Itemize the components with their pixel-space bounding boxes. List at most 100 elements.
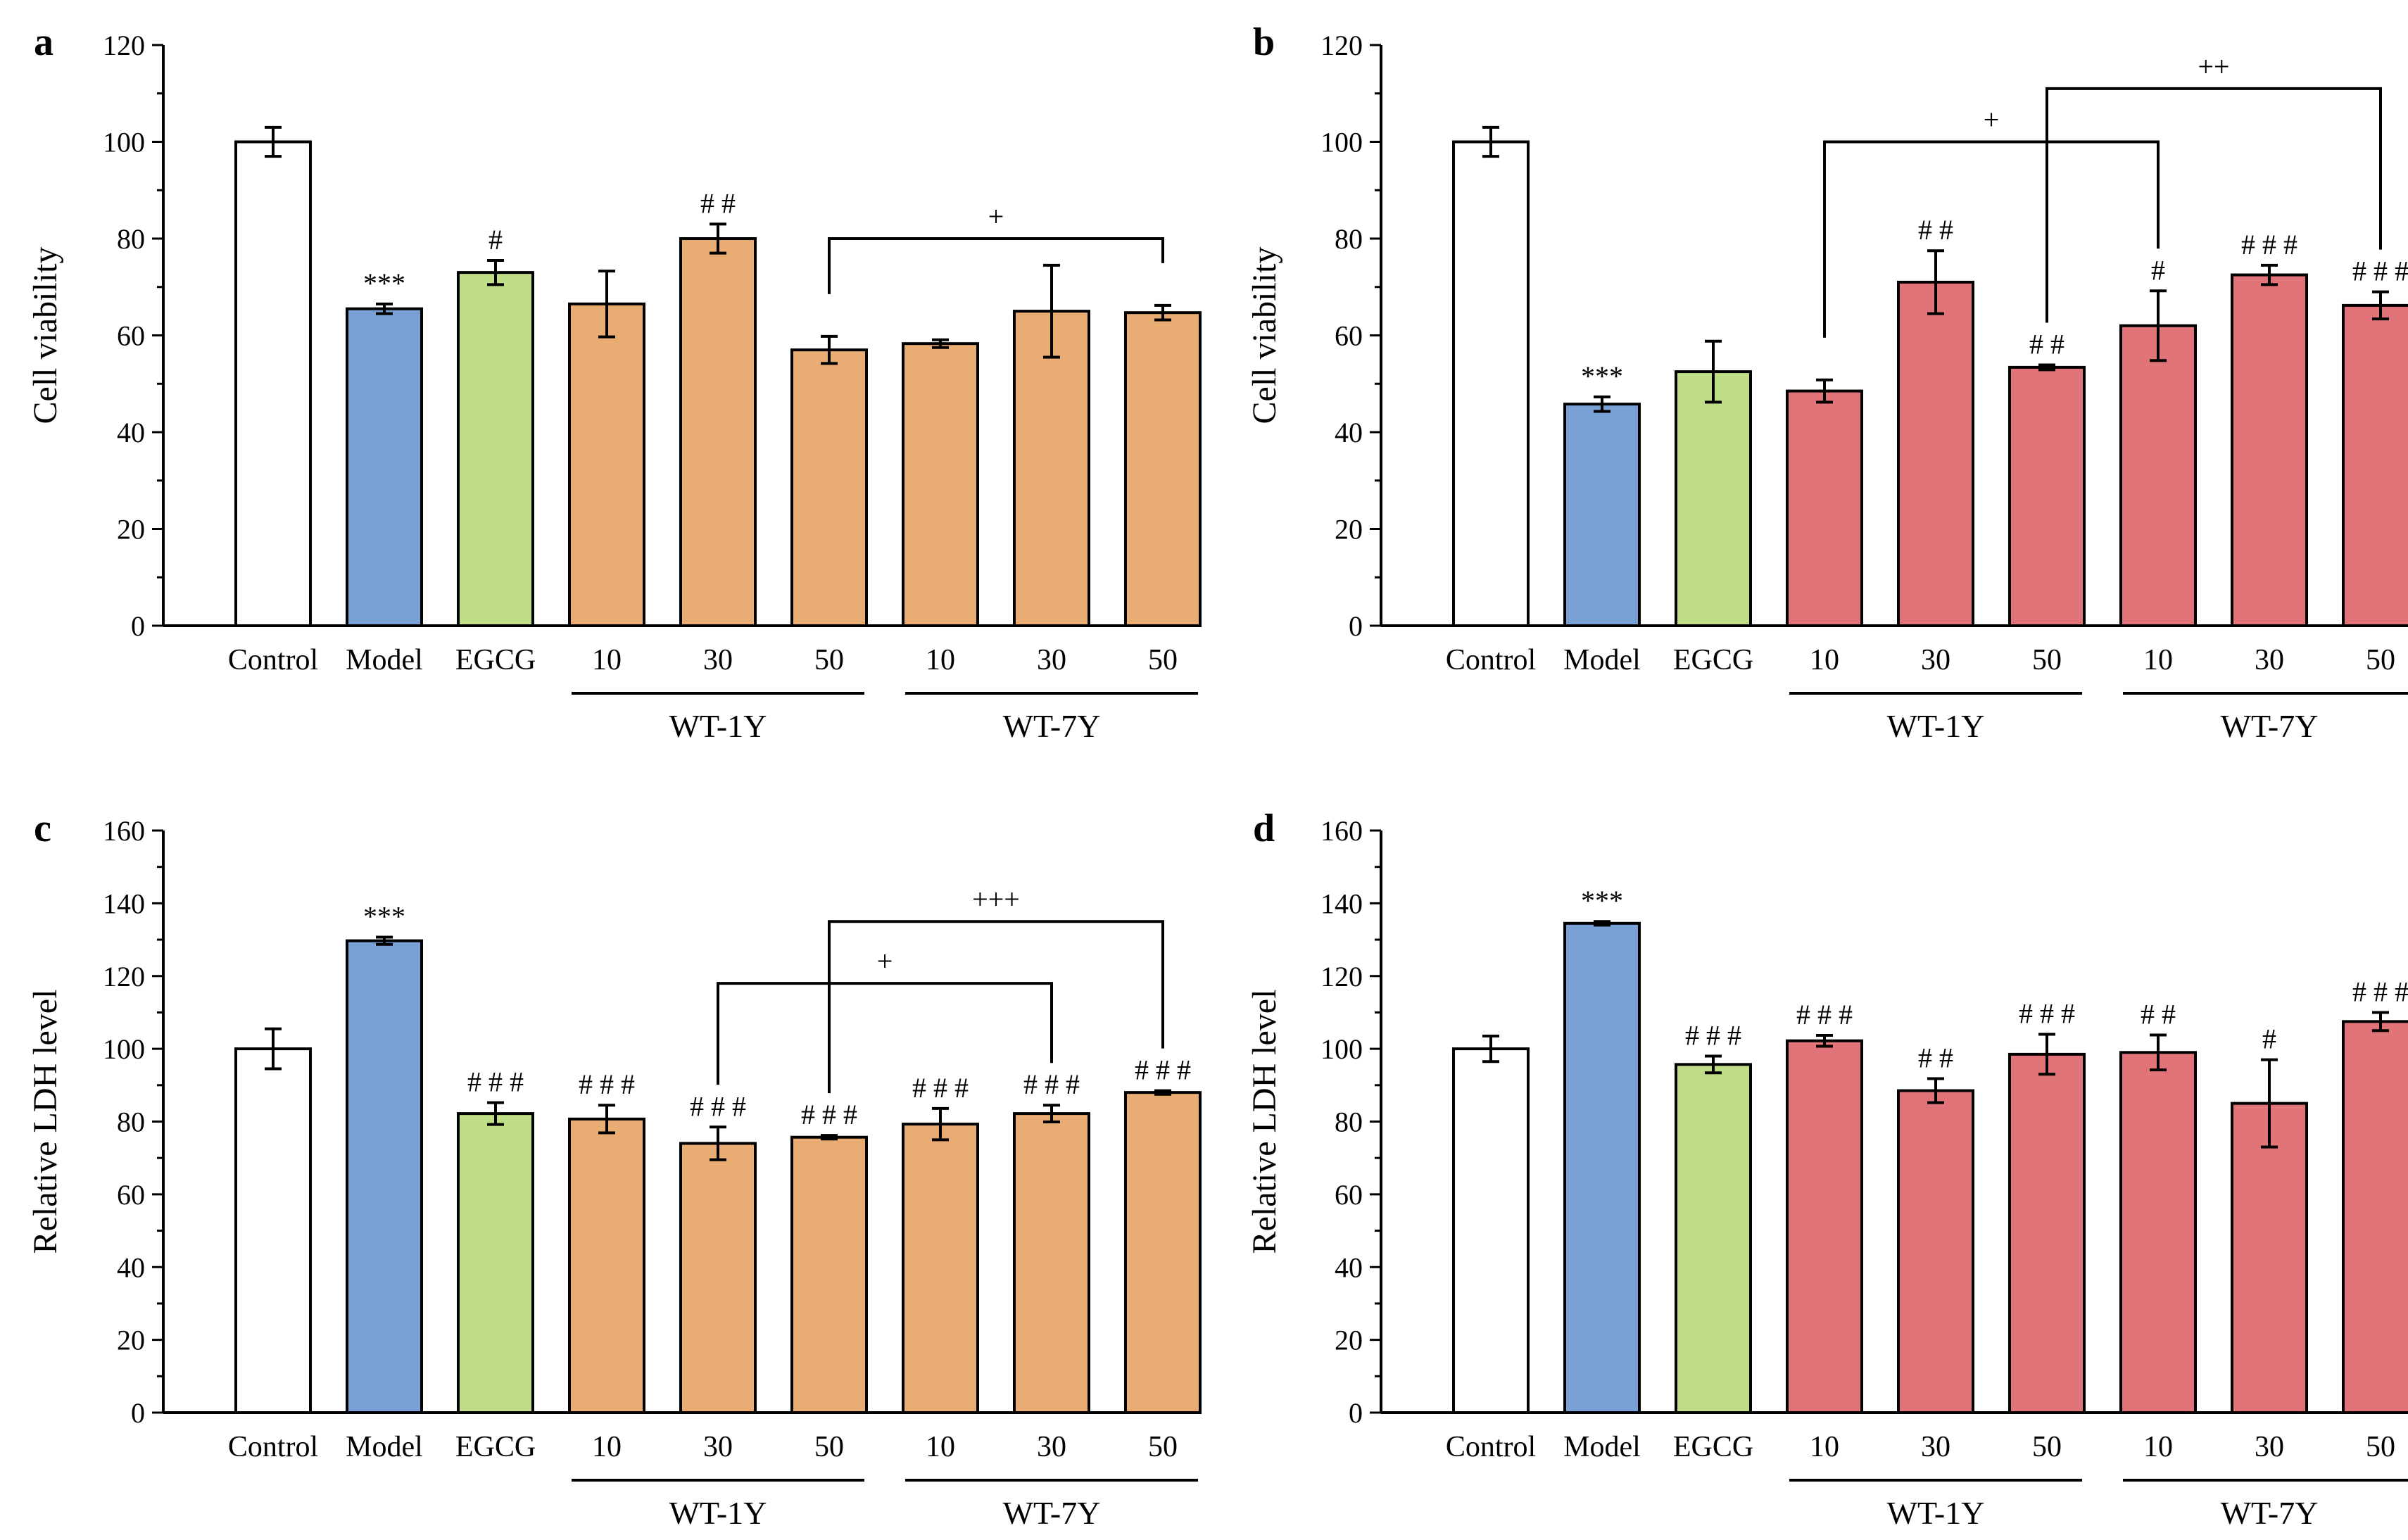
significance-label: # # # — [690, 1090, 746, 1122]
group-label: WT-7Y — [1003, 708, 1101, 744]
bar — [457, 1112, 534, 1415]
y-tick-label: 100 — [1320, 1033, 1363, 1065]
category-label: 50 — [2366, 1431, 2395, 1463]
group-label: WT-1Y — [669, 1495, 767, 1531]
bracket-label: + — [1984, 104, 2000, 136]
y-tick-label: 0 — [131, 610, 145, 642]
bar — [1124, 1091, 1202, 1415]
category-label: 50 — [2366, 644, 2395, 676]
bracket-label: + — [988, 201, 1004, 232]
bar — [234, 140, 312, 627]
y-tick-label: 120 — [103, 961, 145, 992]
category-label: Control — [1446, 644, 1536, 676]
bracket-label: +++ — [972, 883, 1020, 915]
category-label: Control — [228, 1431, 318, 1463]
comparison-bracket — [717, 982, 1053, 1085]
comparison-bracket — [828, 237, 1164, 294]
panel-letter: a — [34, 20, 53, 64]
significance-label: # # — [2141, 998, 2176, 1030]
significance-label: *** — [1581, 885, 1623, 916]
bar — [2342, 1020, 2408, 1414]
category-label: 50 — [814, 1431, 844, 1463]
significance-label: # — [488, 224, 503, 255]
y-tick-label: 100 — [1320, 127, 1363, 158]
bar — [2119, 1051, 2197, 1414]
category-label: EGCG — [1673, 1431, 1753, 1463]
bar — [2231, 1102, 2308, 1414]
panel-letter: c — [34, 807, 51, 850]
category-label: 50 — [2032, 644, 2062, 676]
significance-label: # # # — [1796, 999, 1853, 1030]
category-label: 10 — [2143, 1431, 2173, 1463]
y-tick-label: 60 — [117, 320, 145, 352]
bar — [234, 1047, 312, 1414]
significance-label: # # # — [801, 1099, 857, 1130]
y-tick-label: 160 — [1320, 815, 1363, 847]
significance-label: # # # — [1023, 1068, 1080, 1100]
y-tick-label: 20 — [1335, 514, 1363, 545]
bar — [1013, 1112, 1090, 1415]
y-tick-label: 60 — [1335, 1179, 1363, 1211]
bar — [1897, 1089, 1974, 1415]
bar — [1786, 389, 1863, 627]
significance-label: # # # — [579, 1068, 635, 1100]
bar — [790, 348, 868, 627]
bar — [346, 307, 423, 627]
category-label: 30 — [2255, 1431, 2284, 1463]
y-axis-title: Cell viability — [1246, 247, 1283, 424]
bar — [1452, 140, 1530, 627]
y-tick-label: 100 — [103, 1033, 145, 1065]
y-tick-label: 100 — [103, 127, 145, 158]
y-tick-label: 140 — [103, 888, 145, 919]
y-tick-label: 80 — [117, 1106, 145, 1138]
category-label: 30 — [703, 644, 733, 676]
category-label: 30 — [1037, 644, 1066, 676]
bar — [790, 1135, 868, 1414]
bar — [346, 939, 423, 1415]
category-label: Control — [1446, 1431, 1536, 1463]
group-label: WT-1Y — [1887, 708, 1985, 744]
category-label: 10 — [1810, 644, 1839, 676]
category-label: Model — [1563, 1431, 1641, 1463]
category-label: 50 — [814, 644, 844, 676]
panel-c-ldh-level: c 0 20 40 60 80 100 120 140 160 Relative LDH level… — [27, 807, 1202, 1531]
category-label: Model — [346, 1431, 423, 1463]
bar — [457, 271, 534, 627]
group-label: WT-7Y — [1003, 1495, 1101, 1531]
comparison-bracket — [828, 920, 1164, 1094]
category-label: 10 — [1810, 1431, 1839, 1463]
panel-b-cell-viability: b 0 20 40 60 80 100 120 Cell viability Control ***… — [1246, 20, 2408, 744]
significance-label: # # # — [2241, 229, 2297, 260]
y-tick-label: 160 — [103, 815, 145, 847]
bar — [679, 237, 757, 627]
category-label: EGCG — [1673, 644, 1753, 676]
category-label: EGCG — [455, 1431, 536, 1463]
bracket-label: ++ — [2198, 51, 2229, 82]
bar — [1563, 921, 1641, 1414]
significance-label: *** — [363, 900, 405, 932]
y-tick-label: 60 — [117, 1179, 145, 1211]
bar — [2231, 273, 2308, 627]
y-tick-label: 20 — [117, 1325, 145, 1356]
bar — [902, 342, 979, 627]
y-tick-label: 80 — [117, 223, 145, 255]
comparison-bracket — [1823, 140, 2160, 338]
bar — [1452, 1047, 1530, 1414]
bar — [2008, 365, 2086, 627]
category-label: 30 — [1037, 1431, 1066, 1463]
category-label: 30 — [2255, 644, 2284, 676]
y-axis-title: Cell viability — [27, 247, 64, 424]
significance-label: # # # — [467, 1066, 524, 1098]
bar — [1675, 1063, 1752, 1414]
group-label: WT-7Y — [2221, 708, 2319, 744]
y-tick-label: 80 — [1335, 1106, 1363, 1138]
y-tick-label: 0 — [1349, 610, 1363, 642]
panel-a-cell-viability: a 0 20 40 60 80 100 120 Cell viability Control ***… — [27, 20, 1202, 744]
category-label: Model — [346, 644, 423, 676]
significance-label: # # # — [2019, 997, 2075, 1029]
significance-label: *** — [1581, 360, 1623, 392]
significance-label: # # — [1918, 214, 1953, 246]
bar — [1124, 311, 1202, 627]
panel-letter: b — [1253, 20, 1275, 64]
category-label: Control — [228, 644, 318, 676]
